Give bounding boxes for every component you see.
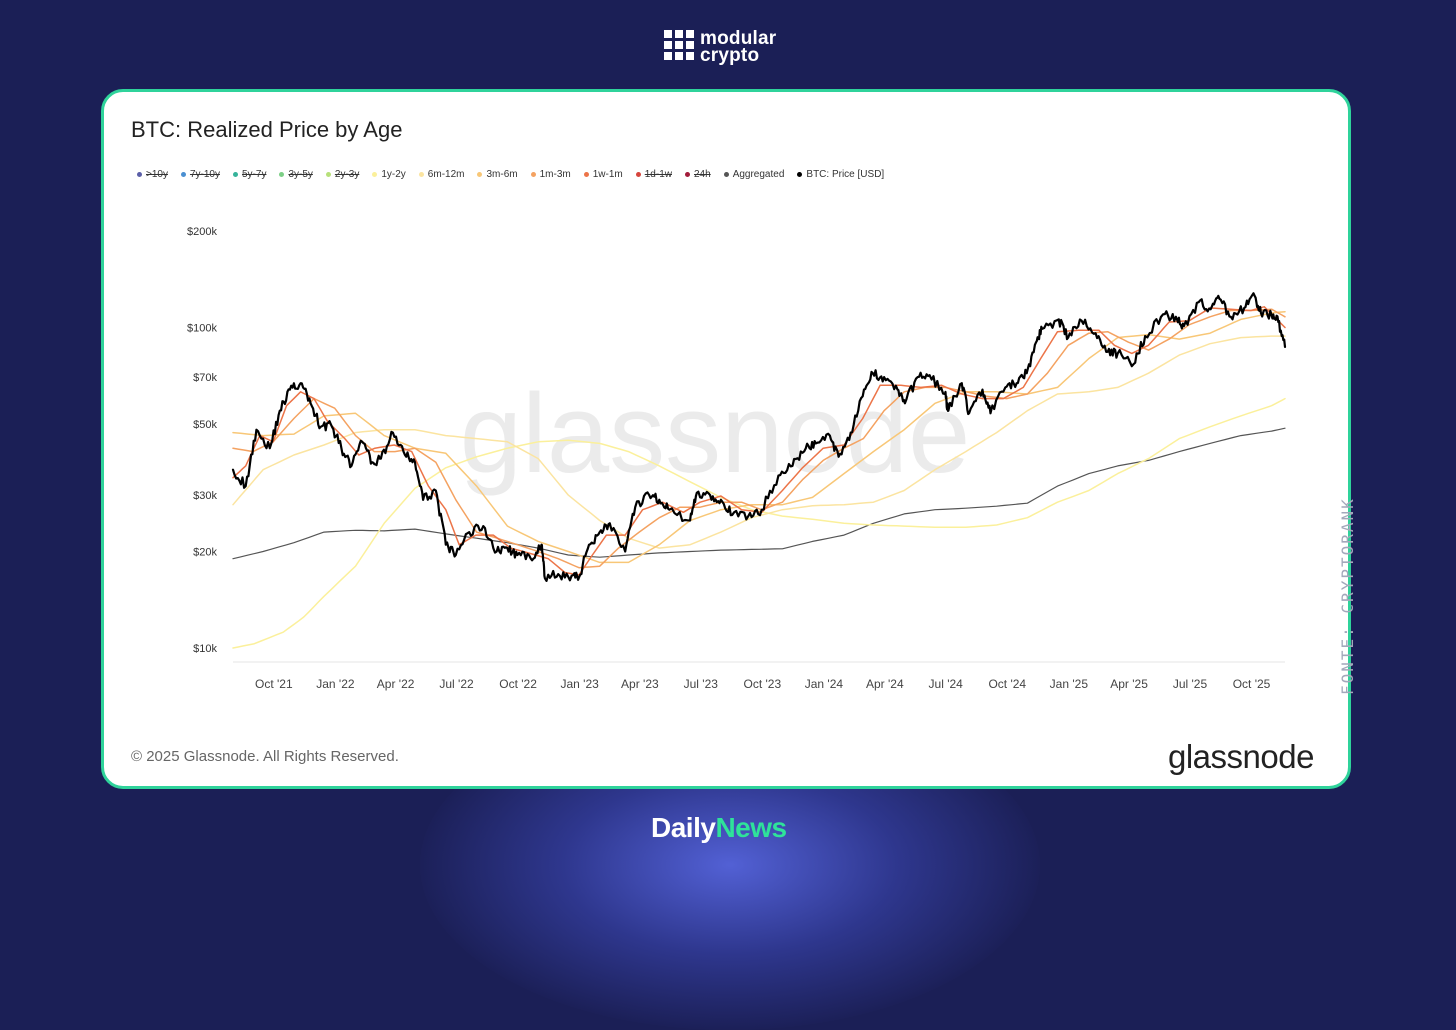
x-tick-label: Oct '21: [255, 677, 293, 691]
chart-card: [101, 89, 1351, 789]
x-tick-label: Jan '25: [1050, 677, 1089, 691]
legend-item[interactable]: 1m-3m: [530, 167, 571, 181]
legend-label: 6m-12m: [427, 168, 465, 180]
legend-item[interactable]: >10y: [137, 167, 168, 181]
legend-label: 1d-1w: [644, 168, 672, 180]
news-text: News: [715, 812, 787, 843]
legend-label: 3m-6m: [486, 168, 518, 180]
chart-title: BTC: Realized Price by Age: [131, 117, 403, 142]
legend-item[interactable]: 2y-3y: [325, 167, 360, 181]
x-tick-label: Jul '24: [929, 677, 964, 691]
legend-dot-icon: [477, 171, 483, 177]
legend-dot-icon: [583, 171, 589, 177]
series-line-6m-12m: [232, 335, 1286, 549]
x-tick-label: Apr '24: [866, 677, 904, 691]
legend-label: 5y-7y: [241, 168, 267, 180]
x-tick-label: Apr '25: [1110, 677, 1148, 691]
y-tick-label: $100k: [187, 322, 217, 334]
legend-dot-icon: [797, 171, 803, 177]
legend-dot-icon: [723, 171, 729, 177]
y-tick-label: $20k: [193, 547, 217, 559]
copyright-text: © 2025 Glassnode. All Rights Reserved.: [131, 748, 399, 765]
legend-dot-icon: [530, 171, 536, 177]
legend-item[interactable]: 24h: [685, 167, 711, 181]
legend-item[interactable]: 3m-6m: [477, 167, 518, 181]
legend-dot-icon: [685, 171, 690, 177]
x-tick-label: Jul '25: [1173, 677, 1208, 691]
series-line-3m-6m: [232, 310, 1286, 564]
x-tick-label: Oct '25: [1233, 677, 1271, 691]
glassnode-logo: glassnode: [1168, 738, 1314, 775]
legend-label: 1y-2y: [381, 168, 406, 180]
legend-item[interactable]: 1d-1w: [635, 167, 672, 181]
modular-crypto-logo: modular crypto: [664, 28, 776, 66]
brand-line-2: crypto: [700, 45, 760, 66]
legend-item[interactable]: Aggregated: [723, 167, 785, 181]
brand-grid-icon: [664, 30, 694, 64]
x-tick-label: Apr '22: [377, 677, 415, 691]
x-tick-label: Oct '24: [988, 677, 1026, 691]
legend-label: 7y-10y: [189, 168, 220, 180]
x-tick-label: Apr '23: [621, 677, 659, 691]
x-tick-label: Jul '22: [439, 677, 474, 691]
legend-item[interactable]: BTC: Price [USD]: [797, 167, 884, 181]
legend-dot-icon: [372, 171, 378, 177]
legend-item[interactable]: 6m-12m: [418, 167, 465, 181]
glassnode-watermark: glassnode: [460, 371, 971, 496]
legend-item[interactable]: 1w-1m: [583, 167, 623, 181]
y-tick-label: $200k: [187, 226, 217, 238]
x-tick-label: Oct '22: [499, 677, 537, 691]
y-tick-label: $10k: [193, 643, 217, 655]
side-source-label: FONTE: CRYPTORANK: [1338, 497, 1357, 695]
legend-dot-icon: [137, 171, 142, 177]
y-tick-label: $70k: [193, 372, 217, 384]
x-tick-label: Oct '23: [744, 677, 782, 691]
x-tick-label: Jan '24: [805, 677, 844, 691]
daily-text: Daily: [651, 812, 716, 843]
y-tick-label: $30k: [193, 490, 217, 502]
series-line-aggregated: [232, 427, 1286, 560]
x-tick-label: Jan '22: [316, 677, 355, 691]
legend-dot-icon: [418, 171, 424, 177]
legend-dot-icon: [232, 171, 238, 177]
chart-legend: >10y 7y-10y 5y-7y 3y-5y 2y-3y 1y-2y 6m-12m 3m-6…: [137, 167, 884, 181]
y-tick-label: $50k: [193, 419, 217, 431]
series-line-btc-price-usd: [231, 292, 1287, 582]
series-line-1y-2y: [232, 397, 1286, 649]
legend-dot-icon: [279, 171, 285, 177]
legend-label: 2y-3y: [334, 168, 360, 180]
legend-label: 24h: [694, 168, 711, 180]
legend-label: >10y: [146, 168, 168, 180]
brand-line-1: modular: [700, 28, 777, 49]
legend-label: 1m-3m: [539, 168, 571, 180]
legend-dot-icon: [325, 171, 331, 177]
legend-item[interactable]: 3y-5y: [279, 167, 313, 181]
legend-label: 1w-1m: [592, 168, 623, 180]
x-tick-label: Jan '23: [560, 677, 599, 691]
x-tick-label: Jul '23: [684, 677, 719, 691]
daily-news-logo: DailyNews: [651, 812, 787, 844]
legend-dot-icon: [635, 171, 641, 177]
legend-label: BTC: Price [USD]: [806, 168, 885, 180]
legend-dot-icon: [180, 171, 186, 177]
chart-svg: glassnode $10k $20k $30k $50k $70k $100k $200k O…: [187, 226, 1287, 691]
legend-label: 3y-5y: [288, 168, 313, 180]
legend-item[interactable]: 1y-2y: [372, 167, 406, 181]
legend-label: Aggregated: [732, 168, 785, 180]
legend-item[interactable]: 7y-10y: [180, 167, 220, 181]
legend-item[interactable]: 5y-7y: [232, 167, 267, 181]
